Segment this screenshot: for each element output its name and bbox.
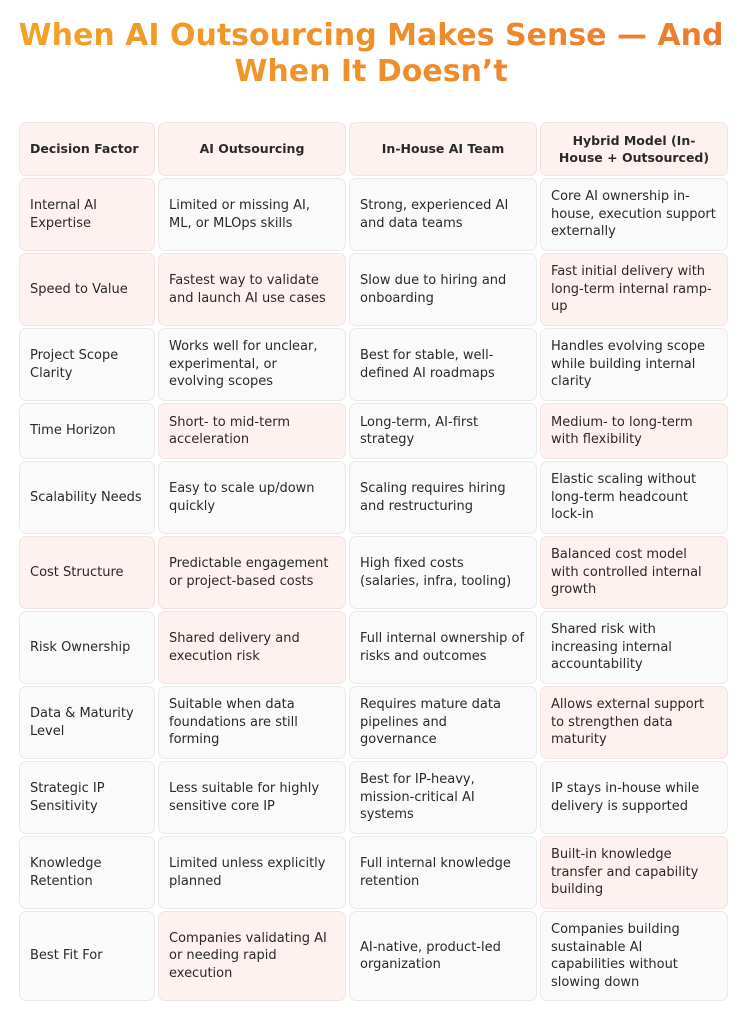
table-cell: Suitable when data foundations are still… bbox=[158, 686, 346, 759]
table-cell: AI-native, product-led organization bbox=[349, 911, 537, 1001]
row-label: Cost Structure bbox=[19, 536, 155, 609]
header-ai-outsourcing: AI Outsourcing bbox=[158, 122, 346, 176]
table-cell: IP stays in-house while delivery is supp… bbox=[540, 761, 728, 834]
table-cell: Full internal knowledge retention bbox=[349, 836, 537, 909]
header-in-house-ai-team: In-House AI Team bbox=[349, 122, 537, 176]
table-cell: Elastic scaling without long-term headco… bbox=[540, 461, 728, 534]
table-cell: Balanced cost model with controlled inte… bbox=[540, 536, 728, 609]
page-title: When AI Outsourcing Makes Sense — And Wh… bbox=[0, 18, 742, 90]
table-cell: Handles evolving scope while building in… bbox=[540, 328, 728, 401]
header-hybrid-model: Hybrid Model (In-House + Outsourced) bbox=[540, 122, 728, 176]
table-cell: Shared delivery and execution risk bbox=[158, 611, 346, 684]
row-label: Project Scope Clarity bbox=[19, 328, 155, 401]
title-line-1: When AI Outsourcing Makes Sense — And bbox=[18, 18, 724, 53]
title-line-2: When It Doesn’t bbox=[234, 54, 508, 89]
table-cell: Easy to scale up/down quickly bbox=[158, 461, 346, 534]
row-label: Scalability Needs bbox=[19, 461, 155, 534]
table-cell: Works well for unclear, experimental, or… bbox=[158, 328, 346, 401]
table-cell: Scaling requires hiring and restructurin… bbox=[349, 461, 537, 534]
table-cell: Limited or missing AI, ML, or MLOps skil… bbox=[158, 178, 346, 251]
table-cell: High fixed costs (salaries, infra, tooli… bbox=[349, 536, 537, 609]
row-label: Data & Maturity Level bbox=[19, 686, 155, 759]
table-cell: Medium- to long-term with flexibility bbox=[540, 403, 728, 459]
table-cell: Core AI ownership in-house, execution su… bbox=[540, 178, 728, 251]
table-cell: Shared risk with increasing internal acc… bbox=[540, 611, 728, 684]
table-cell: Limited unless explicitly planned bbox=[158, 836, 346, 909]
comparison-table: Decision Factor AI Outsourcing In-House AI… bbox=[19, 122, 728, 1001]
row-label: Risk Ownership bbox=[19, 611, 155, 684]
table-cell: Short- to mid-term acceleration bbox=[158, 403, 346, 459]
table-cell: Best for stable, well-defined AI roadmap… bbox=[349, 328, 537, 401]
row-label: Strategic IP Sensitivity bbox=[19, 761, 155, 834]
row-label: Internal AI Expertise bbox=[19, 178, 155, 251]
table-cell: Best for IP-heavy, mission-critical AI s… bbox=[349, 761, 537, 834]
table-cell: Allows external support to strengthen da… bbox=[540, 686, 728, 759]
header-decision-factor: Decision Factor bbox=[19, 122, 155, 176]
table-cell: Companies building sustainable AI capabi… bbox=[540, 911, 728, 1001]
row-label: Best Fit For bbox=[19, 911, 155, 1001]
table-cell: Fastest way to validate and launch AI us… bbox=[158, 253, 346, 326]
table-cell: Fast initial delivery with long-term int… bbox=[540, 253, 728, 326]
table-cell: Requires mature data pipelines and gover… bbox=[349, 686, 537, 759]
table-cell: Full internal ownership of risks and out… bbox=[349, 611, 537, 684]
table-cell: Predictable engagement or project-based … bbox=[158, 536, 346, 609]
table-cell: Less suitable for highly sensitive core … bbox=[158, 761, 346, 834]
row-label: Knowledge Retention bbox=[19, 836, 155, 909]
table-cell: Strong, experienced AI and data teams bbox=[349, 178, 537, 251]
row-label: Speed to Value bbox=[19, 253, 155, 326]
table-cell: Slow due to hiring and onboarding bbox=[349, 253, 537, 326]
row-label: Time Horizon bbox=[19, 403, 155, 459]
table-cell: Companies validating AI or needing rapid… bbox=[158, 911, 346, 1001]
table-cell: Built-in knowledge transfer and capabili… bbox=[540, 836, 728, 909]
table-cell: Long-term, AI-first strategy bbox=[349, 403, 537, 459]
